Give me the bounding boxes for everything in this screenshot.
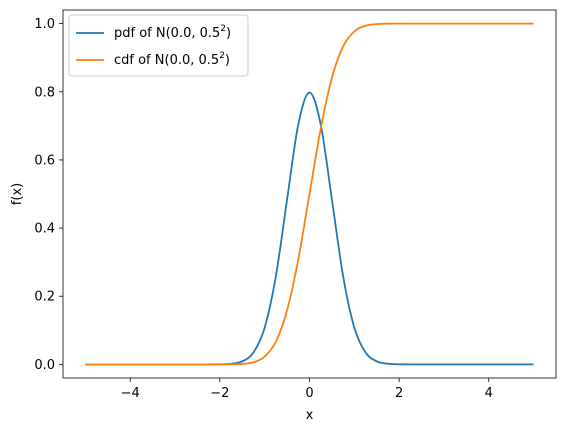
legend-box <box>68 14 249 77</box>
x-tick-label: 0 <box>305 386 313 401</box>
y-tick-label: 0.8 <box>34 85 55 100</box>
y-tick-label: 0.2 <box>34 290 55 305</box>
x-tick-label: 2 <box>395 386 403 401</box>
x-tick-label: −4 <box>121 386 140 401</box>
legend: pdf of N(0.0, 0.52) cdf of N(0.0, 0.52) <box>68 14 249 77</box>
y-ticks: 0.0 0.2 0.4 0.6 0.8 1.0 <box>34 17 63 373</box>
cdf-series-line <box>85 22 534 366</box>
series-layer <box>85 22 534 366</box>
y-tick-label: 0.4 <box>34 222 55 237</box>
x-tick-label: −2 <box>210 386 229 401</box>
x-ticks: −4 −2 0 2 4 <box>121 378 493 401</box>
x-axis-label: x <box>306 408 314 423</box>
legend-label-cdf: cdf of N(0.0, 0.52) <box>114 51 230 68</box>
y-axis-label: f(x) <box>10 183 25 205</box>
y-tick-label: 0.0 <box>34 358 55 373</box>
x-tick-label: 4 <box>485 386 493 401</box>
y-tick-label: 1.0 <box>34 17 55 32</box>
legend-label-pdf: pdf of N(0.0, 0.52) <box>114 24 231 41</box>
y-tick-label: 0.6 <box>34 153 55 168</box>
